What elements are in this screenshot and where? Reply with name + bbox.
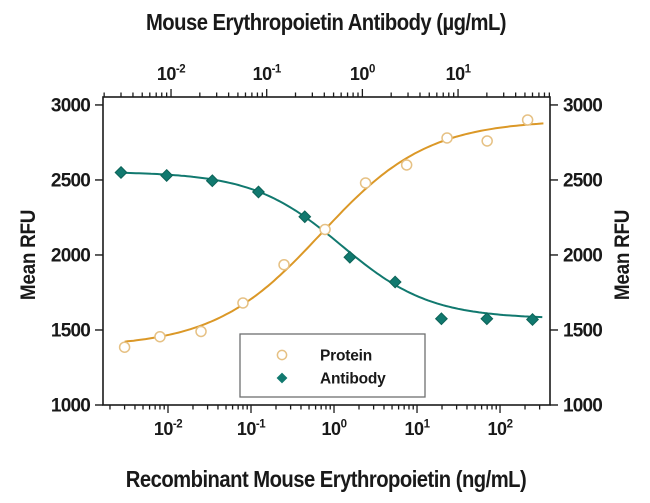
protein-marker-icon	[276, 349, 288, 361]
plot-area: 3000 3000 2500 2500 2000 2000 1500 1500 1000 1000…	[51, 64, 603, 440]
antibody-point	[434, 312, 448, 326]
y-tick-label-left: 2000	[51, 245, 90, 266]
left-axis-title: Mean RFU	[17, 210, 40, 300]
y-tick-label-right: 2500	[563, 170, 602, 191]
legend-label-protein: Protein	[320, 348, 372, 365]
protein-point	[118, 341, 131, 353]
legend-label-antibody: Antibody	[320, 371, 386, 388]
y-tick-label-left: 1000	[51, 396, 90, 417]
antibody-point	[388, 275, 402, 289]
antibody-point	[480, 312, 494, 326]
protein-point	[278, 258, 290, 271]
y-tick-label-right: 3000	[563, 95, 602, 116]
y-tick-label-left: 3000	[51, 95, 90, 116]
protein-point	[359, 177, 372, 189]
antibody-point	[343, 250, 357, 264]
legend: Protein Antibody	[239, 333, 426, 398]
antibody-point	[525, 312, 540, 326]
antibody-point	[205, 174, 219, 188]
top-axis-title: Mouse Erythropoietin Antibody (µg/mL)	[146, 9, 506, 36]
antibody-curve	[121, 171, 543, 319]
protein-point	[154, 330, 166, 343]
y-tick-label-right: 1000	[563, 396, 602, 417]
legend-box	[239, 333, 426, 398]
y-tick-label-left: 1500	[51, 320, 90, 341]
protein-point	[237, 297, 249, 309]
x-tick-label-bottom: 101	[405, 419, 431, 440]
protein-curve	[124, 122, 544, 343]
antibody-point	[114, 165, 128, 179]
right-axis-title: Mean RFU	[611, 210, 634, 300]
antibody-point	[298, 210, 312, 224]
protein-point	[195, 325, 207, 338]
antibody-point	[160, 168, 174, 182]
antibody-point	[251, 185, 265, 199]
bottom-axis-title: Recombinant Mouse Erythropoietin (ng/mL)	[126, 466, 527, 493]
x-tick-label-top: 10-2	[157, 64, 185, 85]
x-tick-label-bottom: 100	[322, 419, 347, 440]
x-tick-label-top: 101	[446, 64, 472, 85]
protein-point	[400, 159, 413, 171]
x-tick-label-top: 10-1	[253, 64, 282, 85]
y-tick-label-right: 1500	[563, 320, 602, 341]
y-tick-label-right: 2000	[563, 245, 602, 266]
x-tick-label-bottom: 10-1	[237, 419, 266, 440]
x-tick-label-top: 100	[350, 64, 375, 85]
antibody-marker-icon	[276, 372, 288, 384]
protein-point	[441, 132, 453, 144]
protein-point	[319, 223, 331, 236]
x-tick-label-bottom: 102	[488, 419, 513, 440]
y-tick-label-left: 2500	[51, 170, 90, 191]
x-tick-label-bottom: 10-2	[154, 419, 182, 440]
protein-point	[521, 114, 534, 126]
protein-point	[481, 135, 493, 147]
